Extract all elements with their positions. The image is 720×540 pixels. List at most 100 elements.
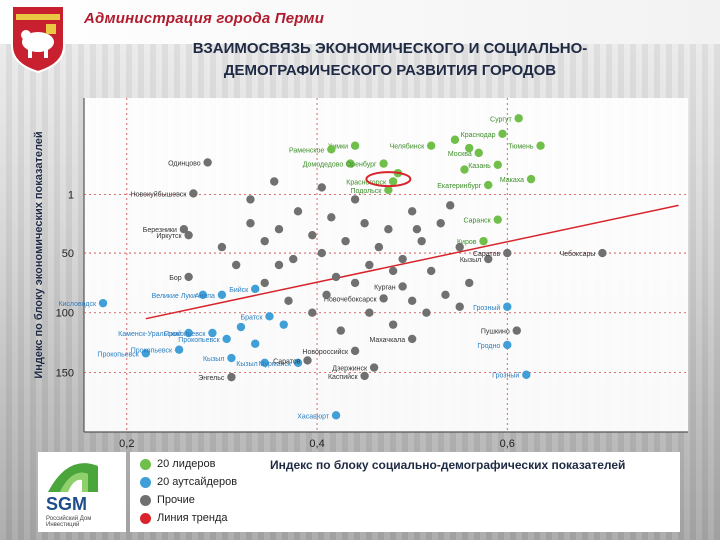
data-label: Новокуйбышевск — [131, 190, 188, 198]
data-point — [184, 272, 193, 282]
y-tick-label: 100 — [56, 308, 74, 320]
data-point — [503, 248, 512, 258]
data-point — [388, 320, 398, 329]
data-point — [98, 298, 108, 308]
sgm-logo: SGM Российский Дом Инвестиций — [38, 452, 126, 532]
data-point — [493, 160, 502, 169]
data-point — [350, 346, 360, 356]
data-label: Москва — [448, 151, 472, 158]
data-label: Прокопьевск — [178, 337, 220, 344]
data-label: Грозный — [492, 372, 519, 380]
data-label: Раменское — [289, 147, 324, 154]
y-tick-label: 150 — [56, 367, 74, 379]
y-axis-label: Индекс по блоку экономических показателе… — [33, 131, 45, 378]
data-label: Сургут — [490, 116, 512, 123]
data-point — [350, 195, 360, 204]
y-tick-label: 50 — [62, 248, 74, 260]
data-point — [360, 371, 369, 381]
data-point — [293, 207, 303, 216]
data-label: Курган — [374, 284, 396, 291]
data-point — [460, 165, 469, 174]
data-point — [179, 225, 189, 234]
data-point — [422, 308, 431, 317]
data-label: Прокопьевск — [164, 331, 206, 338]
data-point — [350, 278, 360, 288]
data-label: Чебоксары — [560, 250, 596, 258]
data-point — [474, 148, 483, 158]
data-point — [308, 308, 317, 317]
legend-item-leaders: 20 лидеров — [140, 458, 215, 470]
data-label: Оренбург — [346, 161, 377, 169]
data-label: Энгельс — [198, 375, 225, 382]
data-point — [417, 236, 426, 246]
data-point — [260, 358, 269, 368]
y-tick-label: 1 — [68, 190, 74, 202]
data-point — [484, 254, 493, 264]
data-point — [465, 278, 474, 288]
data-point — [327, 145, 336, 154]
data-point — [184, 230, 193, 240]
data-point — [465, 143, 474, 153]
data-point — [384, 225, 393, 234]
legend: 20 лидеров 20 аутсайдеров Прочие Линия т… — [130, 452, 262, 532]
legend-marker-others — [140, 494, 151, 506]
data-label: Новороссийск — [302, 348, 349, 356]
data-point — [331, 411, 341, 420]
header-bar — [0, 0, 720, 44]
data-point — [246, 195, 255, 204]
data-point — [450, 135, 460, 144]
data-point — [441, 290, 450, 300]
data-label: Каспийск — [328, 373, 359, 381]
data-label: Саратов — [473, 251, 501, 258]
data-point — [189, 189, 198, 198]
data-point — [493, 215, 502, 224]
data-label: Домодедово — [303, 162, 344, 169]
data-point — [308, 230, 317, 240]
data-point — [398, 254, 407, 264]
data-point — [412, 225, 422, 234]
data-point — [341, 236, 350, 246]
data-point — [484, 180, 493, 190]
data-label: Гродно — [477, 343, 500, 350]
legend-item-trend: Линия тренда — [140, 512, 227, 524]
data-point — [265, 312, 274, 321]
data-label: Химки — [328, 144, 348, 151]
data-point — [331, 272, 341, 282]
data-label: Екатеринбург — [437, 182, 481, 190]
data-point — [536, 141, 545, 150]
data-point — [141, 349, 151, 358]
data-label: Тюмень — [508, 144, 534, 151]
data-point — [227, 353, 236, 363]
data-point — [455, 302, 464, 311]
data-point — [303, 356, 312, 365]
data-point — [498, 129, 507, 138]
data-point — [512, 326, 521, 335]
data-point — [236, 322, 246, 332]
x-axis-label: Индекс по блоку социально-демографически… — [270, 458, 626, 472]
data-label: Дзержинск — [332, 366, 368, 373]
data-label: Великие Луки — [152, 293, 196, 300]
data-point — [184, 328, 193, 338]
data-label: Краснодар — [461, 132, 496, 139]
data-label: Саранск — [464, 218, 492, 225]
data-label: Прокопьевск — [131, 348, 173, 355]
data-point — [374, 242, 384, 252]
data-point — [350, 141, 360, 150]
legend-label-trend: Линия тренда — [157, 512, 228, 524]
data-point — [479, 236, 488, 246]
data-point — [365, 260, 374, 270]
data-point — [384, 185, 393, 195]
data-point — [407, 334, 417, 344]
data-label: Анапа — [195, 293, 215, 300]
data-point — [274, 260, 284, 270]
data-label: Березники — [143, 227, 177, 234]
data-label: Грозный — [473, 304, 500, 312]
data-label: Бийск — [229, 286, 249, 294]
data-point — [407, 296, 417, 305]
x-tick-label: 0,6 — [500, 438, 515, 450]
data-label: Хасавюрт — [297, 413, 330, 420]
page-title-line-1: ВЗАИМОСВЯЗЬ ЭКОНОМИЧЕСКОГО И СОЦИАЛЬНО- — [192, 40, 588, 57]
legend-label-leaders: 20 лидеров — [157, 458, 216, 470]
data-point — [174, 345, 184, 354]
